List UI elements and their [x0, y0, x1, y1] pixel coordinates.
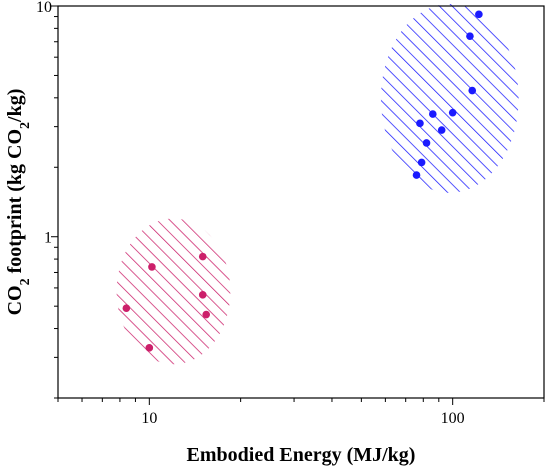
data-point [145, 344, 154, 352]
data-point [422, 139, 431, 147]
data-point [202, 310, 211, 319]
x-axis-title: Embodied Energy (MJ/kg) [187, 444, 416, 466]
data-point [148, 263, 156, 271]
y-tick-label: 1 [44, 230, 52, 247]
regions [116, 4, 519, 365]
cluster-region [380, 4, 519, 193]
data-point [437, 126, 446, 134]
points [122, 10, 483, 352]
y-axis-title: CO2 footprint (kg CO2/kg) [4, 89, 33, 316]
data-point [198, 252, 207, 261]
cluster-region [116, 218, 231, 365]
plot-frame [57, 5, 545, 399]
y-tick-label: 10 [36, 0, 52, 16]
data-point [416, 119, 424, 128]
x-tick-label: 100 [441, 410, 465, 427]
x-tick-label: 10 [141, 410, 157, 427]
data-point [448, 108, 457, 117]
data-point [198, 291, 207, 299]
data-point [475, 10, 483, 19]
data-point [417, 158, 426, 167]
ticks: 10 100 1 10 [36, 0, 545, 427]
data-point [122, 304, 131, 313]
data-point [412, 171, 421, 179]
data-point [468, 86, 477, 95]
data-point [466, 32, 474, 40]
data-point [429, 110, 437, 118]
